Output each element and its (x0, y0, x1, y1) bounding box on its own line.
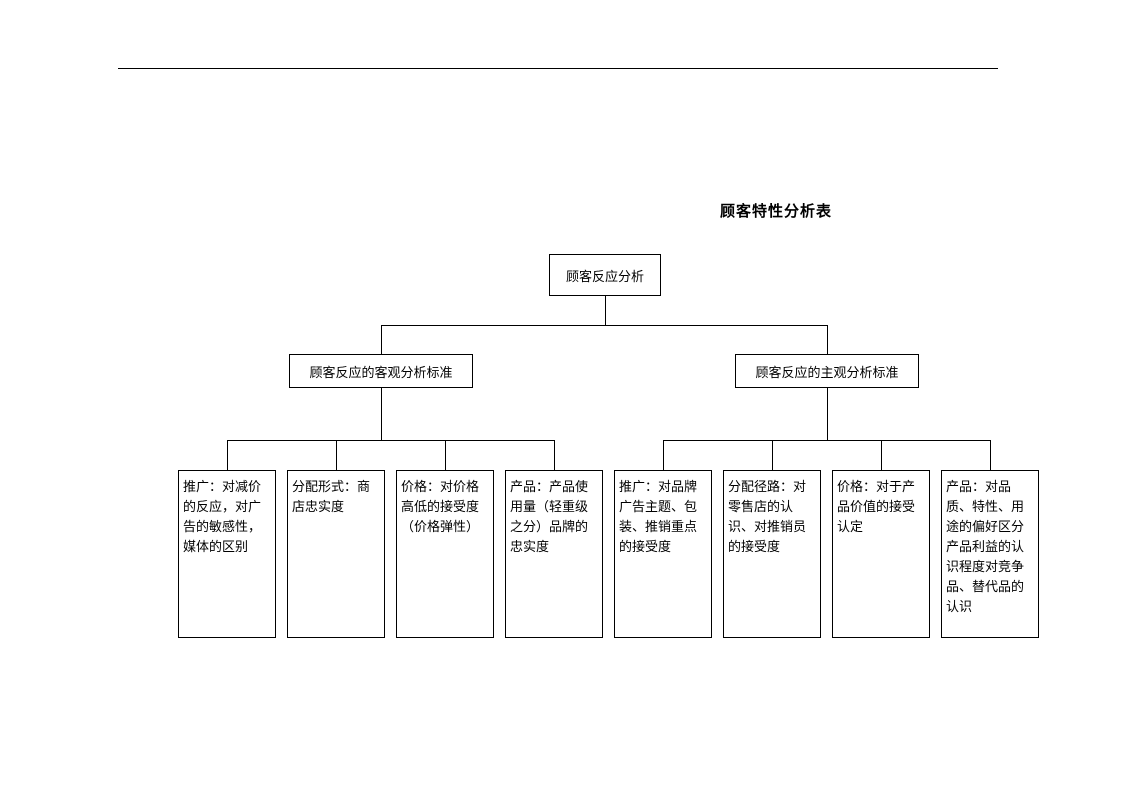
connector (336, 440, 337, 470)
connector (381, 325, 827, 326)
leaf-label: 价格：对价格高低的接受度（价格弹性） (397, 471, 493, 541)
connector (990, 440, 991, 470)
leaf-node: 分配形式：商店忠实度 (287, 470, 385, 638)
connector (663, 440, 990, 441)
leaf-label: 推广：对减价的反应，对广告的敏感性，媒体的区别 (179, 471, 275, 561)
connector (554, 440, 555, 470)
leaf-node: 产品：对品质、特性、用途的偏好区分产品利益的认识程度对竞争品、替代品的认识 (941, 470, 1039, 638)
connector (227, 440, 228, 470)
connector (827, 388, 828, 440)
diagram-title: 顾客特性分析表 (720, 200, 832, 221)
leaf-label: 推广：对品牌广告主题、包装、推销重点的接受度 (615, 471, 711, 561)
leaf-node: 产品：产品使用量（轻重级之分）品牌的忠实度 (505, 470, 603, 638)
connector (445, 440, 446, 470)
connector (881, 440, 882, 470)
leaf-node: 推广：对减价的反应，对广告的敏感性，媒体的区别 (178, 470, 276, 638)
leaf-node: 价格：对于产品价值的接受认定 (832, 470, 930, 638)
connector (227, 440, 554, 441)
top-rule (118, 68, 998, 69)
root-label: 顾客反应分析 (566, 266, 644, 285)
connector (772, 440, 773, 470)
mid-node-left-label: 顾客反应的客观分析标准 (309, 362, 452, 381)
leaf-label: 价格：对于产品价值的接受认定 (833, 471, 929, 541)
page: 顾客特性分析表 顾客反应分析 顾客反应的客观分析标准 顾客反应的主观分析标准 推… (0, 0, 1122, 793)
mid-node-right-label: 顾客反应的主观分析标准 (755, 362, 898, 381)
leaf-label: 分配径路：对零售店的认识、对推销员的接受度 (724, 471, 820, 561)
leaf-node: 推广：对品牌广告主题、包装、推销重点的接受度 (614, 470, 712, 638)
leaf-label: 分配形式：商店忠实度 (288, 471, 384, 521)
leaf-label: 产品：产品使用量（轻重级之分）品牌的忠实度 (506, 471, 602, 561)
mid-node-right: 顾客反应的主观分析标准 (735, 354, 919, 388)
connector (381, 388, 382, 440)
leaf-label: 产品：对品质、特性、用途的偏好区分产品利益的认识程度对竞争品、替代品的认识 (942, 471, 1038, 621)
connector (381, 325, 382, 354)
leaf-node: 分配径路：对零售店的认识、对推销员的接受度 (723, 470, 821, 638)
connector (605, 296, 606, 325)
mid-node-left: 顾客反应的客观分析标准 (289, 354, 473, 388)
root-node: 顾客反应分析 (549, 254, 661, 296)
connector (663, 440, 664, 470)
leaf-node: 价格：对价格高低的接受度（价格弹性） (396, 470, 494, 638)
connector (827, 325, 828, 354)
